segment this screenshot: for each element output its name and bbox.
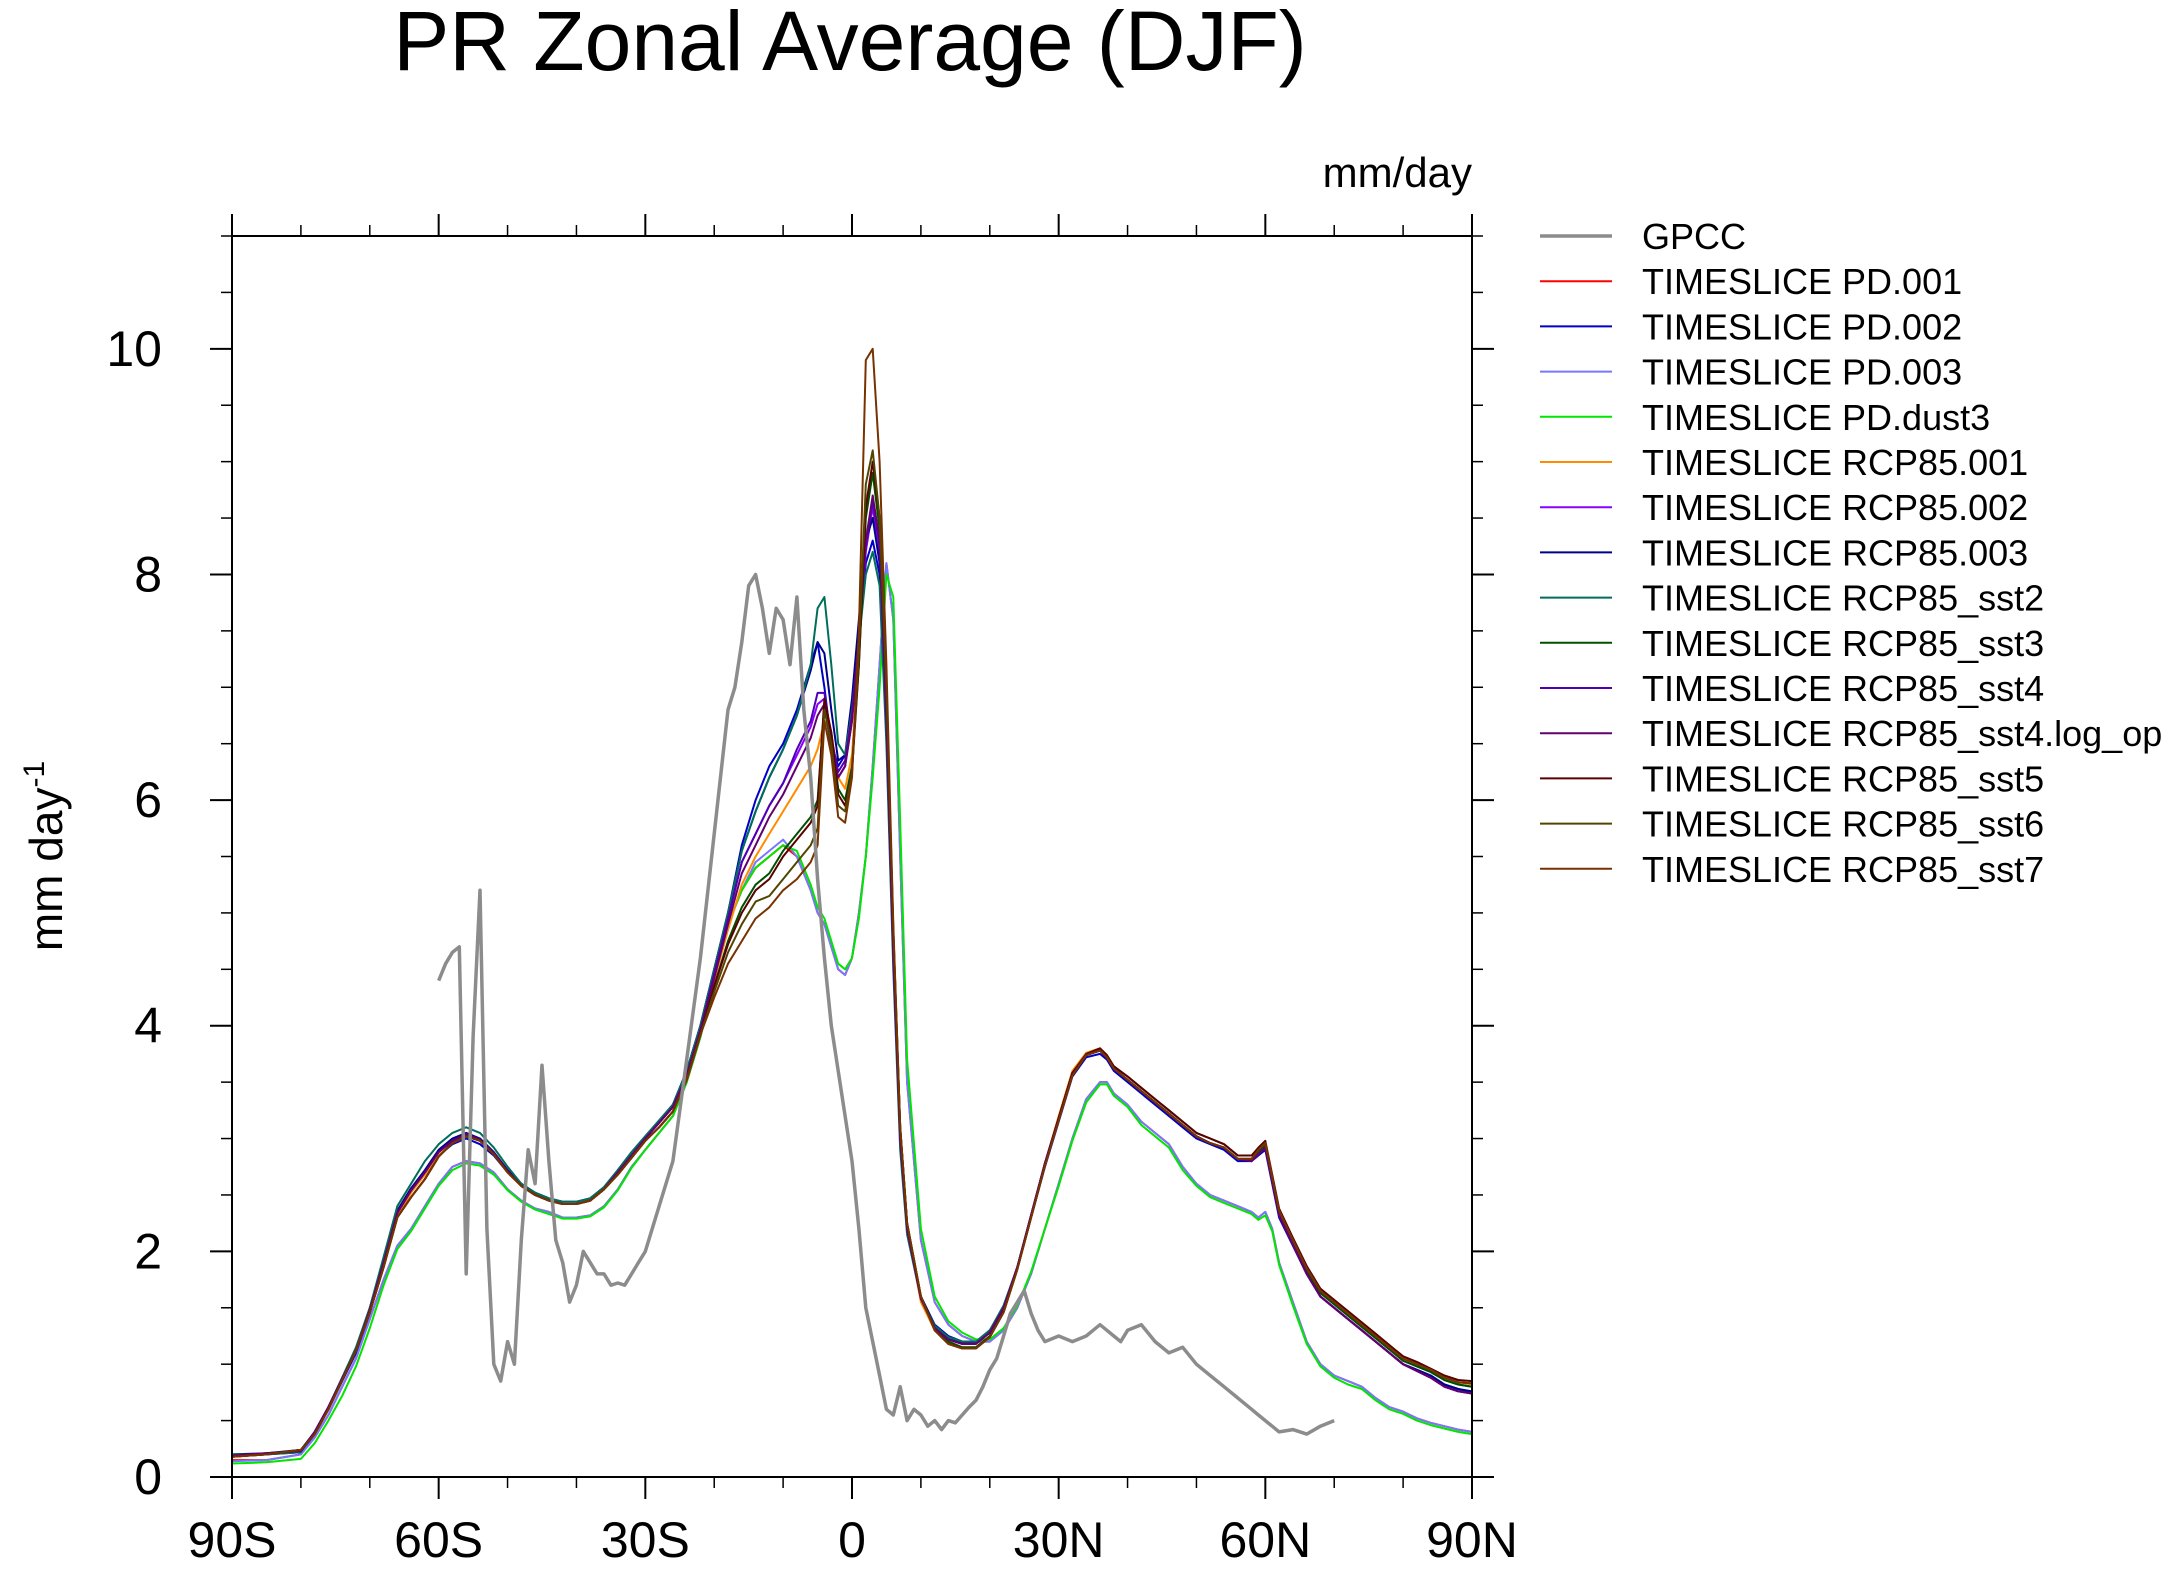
- y-axis-title-superscript: -1: [18, 761, 51, 788]
- series-line-timeslice-rcp85-sst4: [231, 500, 1473, 1457]
- legend-label: TIMESLICE RCP85_sst7: [1642, 849, 2044, 890]
- legend-label: TIMESLICE PD.001: [1642, 261, 1962, 302]
- x-tick-label: 90N: [1426, 1512, 1518, 1568]
- y-tick-label: 4: [134, 998, 162, 1054]
- legend-label: TIMESLICE RCP85.001: [1642, 442, 2028, 483]
- series-line-gpcc: [437, 572, 1335, 1436]
- series-line-timeslice-pd-dust3: [231, 573, 1473, 1465]
- x-tick-label: 60S: [394, 1512, 483, 1568]
- x-tick-label: 0: [838, 1512, 866, 1568]
- series-line-timeslice-rcp85-sst3: [231, 471, 1473, 1458]
- legend-label: TIMESLICE RCP85.003: [1642, 532, 2028, 573]
- plot-frame: [231, 235, 1473, 1478]
- units-label: mm/day: [1323, 149, 1472, 196]
- y-tick-label: 10: [106, 321, 162, 377]
- legend-label: TIMESLICE PD.003: [1642, 352, 1962, 393]
- legend-label: TIMESLICE RCP85_sst3: [1642, 623, 2044, 664]
- y-tick-label: 8: [134, 546, 162, 602]
- y-axis-title: mm day-1: [18, 761, 72, 951]
- y-tick-label: 0: [134, 1449, 162, 1505]
- legend-label: TIMESLICE RCP85.002: [1642, 487, 2028, 528]
- x-tick-label: 30S: [601, 1512, 690, 1568]
- x-tick-label: 90S: [188, 1512, 277, 1568]
- x-tick-label: 60N: [1219, 1512, 1311, 1568]
- x-tick-label: 30N: [1013, 1512, 1105, 1568]
- series-line-timeslice-pd-002: [232, 539, 1473, 1456]
- series-line-timeslice-pd-003: [231, 562, 1473, 1463]
- y-tick-label: 6: [134, 772, 162, 828]
- legend-label: TIMESLICE PD.002: [1642, 306, 1962, 347]
- legend-label: TIMESLICE PD.dust3: [1642, 397, 1990, 438]
- legend-label: TIMESLICE RCP85_sst2: [1642, 578, 2044, 619]
- legend-label: TIMESLICE RCP85_sst4.log_op: [1642, 713, 2162, 754]
- legend-label: TIMESLICE RCP85_sst4: [1642, 668, 2044, 709]
- y-axis-title-text: mm day: [20, 788, 72, 952]
- legend-label: TIMESLICE RCP85_sst5: [1642, 758, 2044, 799]
- legend-label: TIMESLICE RCP85_sst6: [1642, 804, 2044, 845]
- ticks-layer: 90S 60S 30S 0 30N 60N 90N 0 2 4 6 8 10: [106, 214, 1518, 1568]
- chart-title: PR Zonal Average (DJF): [393, 0, 1306, 88]
- series-line-timeslice-rcp85-001: [231, 517, 1473, 1458]
- series-line-timeslice-rcp85-003: [231, 517, 1473, 1456]
- series-line-timeslice-rcp85-sst4-log-op: [231, 494, 1473, 1457]
- series-line-timeslice-rcp85-sst7: [231, 347, 1473, 1458]
- series-line-timeslice-rcp85-002: [231, 505, 1473, 1457]
- legend-label: GPCC: [1642, 216, 1746, 257]
- y-tick-label: 2: [134, 1223, 162, 1279]
- series-layer: [231, 347, 1473, 1465]
